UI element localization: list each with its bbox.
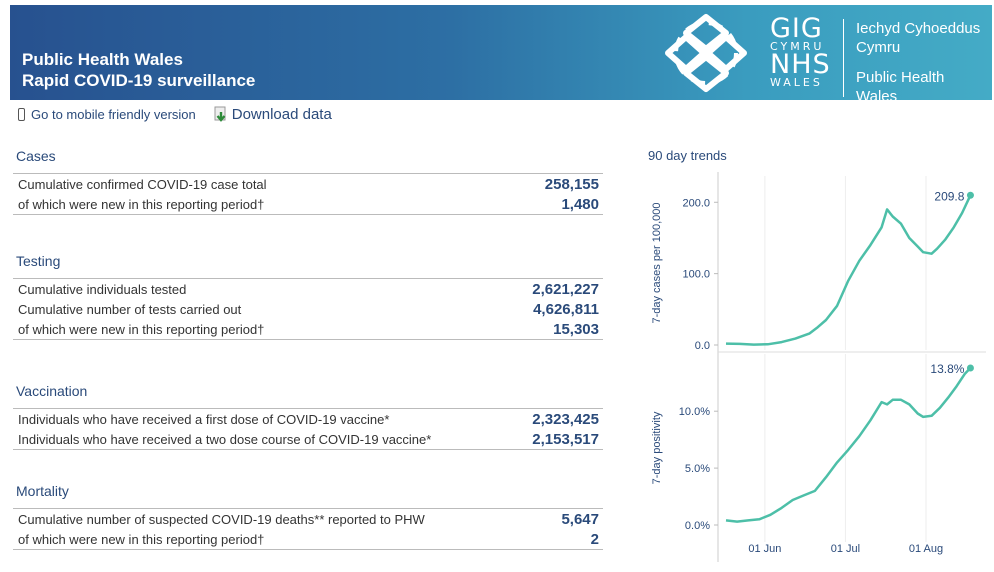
last-value-label: 13.8% [930,362,964,376]
logo-divider [843,19,844,97]
row-value: 258,155 [544,175,599,193]
row-value: 2,621,227 [532,280,599,298]
x-tick-label: 01 Aug [909,543,943,555]
row-label: Cumulative number of tests carried out [18,301,242,317]
series-line [725,194,972,346]
vaccination-table: Individuals who have received a first do… [13,408,603,450]
cases-table: Cumulative confirmed COVID-19 case total… [13,173,603,215]
row-label: Individuals who have received a first do… [18,411,390,427]
y-tick-label: 100.0 [682,269,710,281]
testing-table: Cumulative individuals tested 2,621,227 … [13,278,603,340]
gig-cymru-nhs-wales-logo: GIG CYMRU NHS WALES [770,13,831,89]
logo-wales: WALES [770,76,823,89]
title-line-1: Public Health Wales [22,50,183,69]
row-label: of which were new in this reporting peri… [18,196,265,212]
row-label: Individuals who have received a two dose… [18,431,432,447]
logo-gig: GIG [770,13,823,44]
trends-chart: 0.0 100.0 200.0 7-day cases per 100,000 209.… [651,172,986,562]
y-axis-label: 7-day cases per 100,000 [651,202,663,323]
table-row: of which were new in this reporting peri… [13,529,603,549]
mobile-version-link[interactable]: Go to mobile friendly version [18,107,196,122]
series-line [725,367,972,523]
table-row: Cumulative number of tests carried out 4… [13,299,603,319]
table-row: of which were new in this reporting peri… [13,194,603,214]
testing-section-title: Testing [16,253,61,269]
y-tick-label: 0.0 [695,340,710,352]
row-label: of which were new in this reporting peri… [18,321,265,337]
last-value-label: 209.8 [934,189,964,203]
y-axis-label: 7-day positivity [651,411,663,484]
row-value: 2,323,425 [532,410,599,428]
table-row: Cumulative individuals tested 2,621,227 [13,279,603,299]
logo-cymru: CYMRU [770,40,825,53]
welsh-name-line-1: Iechyd Cyhoeddus [856,20,981,37]
mortality-section-title: Mortality [16,483,69,499]
y-tick-label: 200.0 [682,197,710,209]
y-tick-label: 0.0% [685,520,710,532]
row-value: 4,626,811 [533,300,599,318]
phw-name-block: Iechyd Cyhoeddus Cymru Public Health Wal… [856,19,980,106]
mobile-link-label: Go to mobile friendly version [31,107,196,122]
page-title: Public Health Wales Rapid COVID-19 surve… [22,49,255,91]
x-tick-label: 01 Jun [748,543,781,555]
row-value: 5,647 [561,510,599,528]
english-name-line-2: Wales [856,88,898,105]
cases-section-title: Cases [16,148,56,164]
toolbar: Go to mobile friendly version Download d… [18,106,332,123]
table-row: of which were new in this reporting peri… [13,319,603,339]
last-point [966,364,974,372]
phone-icon [18,108,25,121]
row-label: Cumulative number of suspected COVID-19 … [18,511,425,527]
welsh-name-line-2: Cymru [856,39,901,56]
table-row: Cumulative number of suspected COVID-19 … [13,509,603,529]
row-value: 2 [590,530,599,548]
row-label: Cumulative confirmed COVID-19 case total [18,176,267,192]
download-icon [214,106,226,122]
logo-nhs: NHS [770,49,831,80]
english-name-line-1: Public Health [856,69,945,86]
row-label: Cumulative individuals tested [18,281,187,297]
mortality-table: Cumulative number of suspected COVID-19 … [13,508,603,550]
y-tick-label: 5.0% [685,463,710,475]
row-value: 1,480 [561,195,599,213]
table-row: Individuals who have received a first do… [13,409,603,429]
x-tick-label: 01 Jul [831,543,860,555]
row-label: of which were new in this reporting peri… [18,531,265,547]
download-data-label: Download data [231,106,332,123]
row-value: 2,153,517 [532,430,599,448]
title-line-2: Rapid COVID-19 surveillance [22,71,256,90]
row-value: 15,303 [553,320,599,338]
table-row: Cumulative confirmed COVID-19 case total… [13,174,603,194]
celtic-knot-logo-icon [665,14,747,92]
table-row: Individuals who have received a two dose… [13,429,603,449]
trends-title: 90 day trends [648,148,727,163]
vaccination-section-title: Vaccination [16,383,88,399]
last-point [966,191,974,199]
y-tick-label: 10.0% [679,406,710,418]
download-data-button[interactable]: Download data [196,106,332,123]
header-banner: Public Health Wales Rapid COVID-19 surve… [10,5,992,105]
